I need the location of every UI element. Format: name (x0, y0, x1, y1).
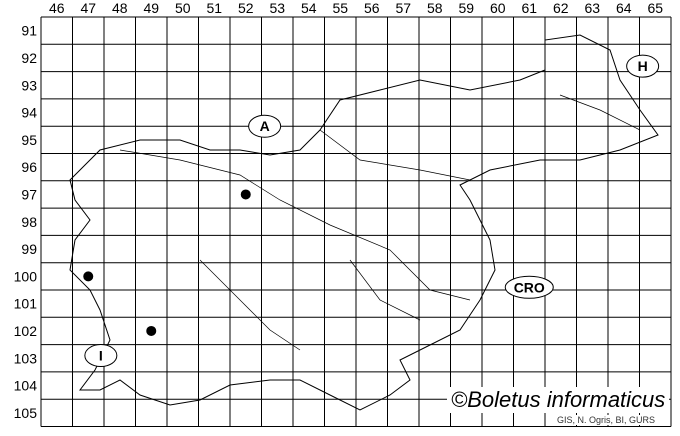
row-label: 96 (21, 159, 37, 175)
column-label: 56 (364, 0, 380, 16)
row-label: 94 (21, 105, 37, 121)
row-label: 95 (21, 132, 37, 148)
record-dot (83, 271, 94, 282)
column-label: 63 (584, 0, 600, 16)
source-note: GIS, N. Ogris, BI, GURS (555, 415, 658, 425)
column-label: 51 (206, 0, 222, 16)
row-label: 104 (14, 378, 38, 394)
column-label: 46 (49, 0, 65, 16)
column-label: 54 (301, 0, 317, 16)
record-dot (240, 189, 251, 200)
country-label: I (99, 348, 103, 364)
row-label: 103 (14, 350, 38, 366)
column-label: 50 (175, 0, 191, 16)
grid-lines: 46 47 48 49 50 51 52 53 54 55 56 57 58 59 60 61 62 63 64 65… (14, 0, 672, 427)
column-label: 62 (553, 0, 569, 16)
country-label: CRO (514, 279, 545, 295)
column-label: 55 (332, 0, 348, 16)
column-label: 49 (143, 0, 159, 16)
column-label: 64 (616, 0, 632, 16)
column-label: 65 (647, 0, 663, 16)
row-label: 99 (21, 241, 37, 257)
row-label: 101 (14, 296, 38, 312)
column-label: 47 (80, 0, 96, 16)
row-label: 105 (14, 405, 38, 421)
country-label: A (260, 118, 270, 134)
country-label-ellipse (626, 54, 660, 78)
column-label: 59 (458, 0, 474, 16)
credit-watermark: ©Boletus informaticus (447, 387, 670, 413)
country-label-ellipse (248, 114, 282, 138)
country-outline (69, 34, 659, 411)
row-label: 100 (14, 268, 38, 284)
row-label: 91 (21, 23, 37, 39)
country-label: H (638, 58, 648, 74)
record-dot (146, 325, 157, 336)
column-label: 58 (427, 0, 443, 16)
country-label-ellipse (84, 344, 118, 368)
column-label: 60 (490, 0, 506, 16)
row-label: 98 (21, 214, 37, 230)
column-label: 57 (395, 0, 411, 16)
row-label: 102 (14, 323, 38, 339)
column-label: 48 (112, 0, 128, 16)
column-label: 52 (238, 0, 254, 16)
column-label: 61 (521, 0, 537, 16)
row-label: 93 (21, 77, 37, 93)
country-label-ellipse (504, 275, 554, 299)
row-label: 92 (21, 50, 37, 66)
column-label: 53 (269, 0, 285, 16)
river-lines (119, 94, 641, 351)
row-label: 97 (21, 186, 37, 202)
